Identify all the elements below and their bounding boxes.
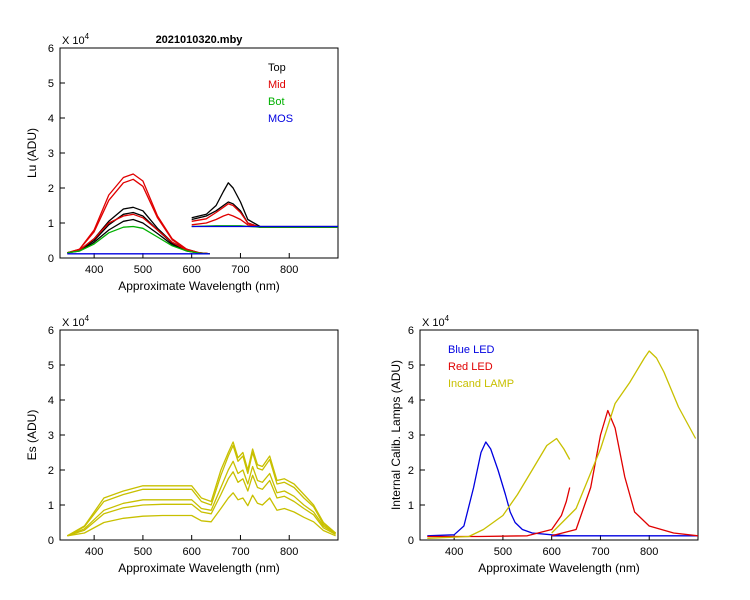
y-multiplier-base: X 10 — [62, 35, 85, 47]
y-tick-label: 1 — [48, 500, 54, 512]
y-tick-label: 3 — [48, 430, 54, 442]
series-line-top — [67, 211, 210, 255]
series-line-top — [191, 182, 338, 228]
y-tick-label: 6 — [408, 325, 414, 337]
x-tick-label: 400 — [85, 264, 103, 276]
y-tick-label: 5 — [48, 78, 54, 90]
y-tick-label: 1 — [48, 218, 54, 230]
x-tick-label: 400 — [85, 546, 103, 558]
series-line-es — [67, 460, 336, 537]
series-line-incand-lamp — [551, 350, 697, 534]
x-tick-label: 700 — [231, 546, 249, 558]
y-multiplier-exponent: 4 — [85, 32, 90, 41]
series-line-es — [66, 441, 337, 537]
y-multiplier: X 104 — [62, 314, 90, 329]
x-tick-label: 600 — [183, 546, 201, 558]
legend-entry: Mid — [268, 79, 286, 91]
series-line-mid — [67, 213, 210, 255]
series-line-red-led — [427, 487, 571, 538]
x-tick-label: 700 — [231, 264, 249, 276]
series-line-incand-lamp — [427, 437, 571, 539]
y-axis-label: Es (ADU) — [25, 410, 39, 461]
y-tick-label: 5 — [408, 360, 414, 372]
x-tick-label: 700 — [591, 546, 609, 558]
x-tick-label: 500 — [134, 264, 152, 276]
y-tick-label: 0 — [48, 535, 54, 547]
y-multiplier-exponent: 4 — [445, 314, 450, 323]
series-line-bot — [67, 225, 210, 255]
y-tick-label: 0 — [408, 535, 414, 547]
series-group — [66, 441, 337, 537]
x-axis-label: Approximate Wavelength (nm) — [478, 561, 640, 575]
series-line-blue-led — [427, 441, 570, 537]
y-tick-label: 3 — [408, 430, 414, 442]
series-line-es — [67, 492, 336, 537]
chart-title: 2021010320.mby — [156, 34, 244, 46]
y-tick-label: 2 — [408, 465, 414, 477]
y-axis-label: Internal Calib. Lamps (ADU) — [389, 360, 403, 510]
y-tick-label: 6 — [48, 325, 54, 337]
y-multiplier-base: X 10 — [62, 317, 85, 329]
plot-frame — [59, 329, 339, 541]
x-tick-label: 500 — [134, 546, 152, 558]
legend-entry: Blue LED — [448, 344, 495, 356]
legend-entry: Red LED — [448, 361, 493, 373]
x-tick-label: 800 — [280, 264, 298, 276]
x-tick-label: 800 — [280, 546, 298, 558]
x-tick-label: 600 — [543, 546, 561, 558]
x-tick-label: 400 — [445, 546, 463, 558]
series-line-es — [67, 471, 336, 537]
series-line-mid — [191, 203, 338, 228]
x-tick-label: 500 — [494, 546, 512, 558]
x-tick-label: 600 — [183, 264, 201, 276]
x-tick-label: 800 — [640, 546, 658, 558]
y-tick-label: 6 — [48, 43, 54, 55]
y-tick-label: 3 — [48, 148, 54, 160]
y-multiplier-base: X 10 — [422, 317, 445, 329]
y-multiplier-exponent: 4 — [85, 314, 90, 323]
legend-entry: MOS — [268, 113, 293, 125]
y-tick-label: 4 — [408, 395, 414, 407]
y-tick-label: 4 — [48, 395, 54, 407]
legend-entry: Bot — [268, 96, 285, 108]
series-line-red-led — [551, 409, 698, 537]
series-group — [427, 350, 698, 539]
x-axis-label: Approximate Wavelength (nm) — [118, 279, 280, 293]
y-multiplier: X 104 — [62, 32, 90, 47]
y-tick-label: 0 — [48, 253, 54, 265]
y-tick-label: 1 — [408, 500, 414, 512]
y-tick-label: 2 — [48, 465, 54, 477]
legend-entry: Top — [268, 62, 286, 74]
series-line-es — [66, 444, 336, 537]
y-axis-label: Lu (ADU) — [25, 128, 39, 178]
y-tick-label: 5 — [48, 360, 54, 372]
series-group — [67, 173, 338, 255]
y-tick-label: 2 — [48, 183, 54, 195]
legend-entry: Incand LAMP — [448, 378, 514, 390]
y-tick-label: 4 — [48, 113, 54, 125]
x-axis-label: Approximate Wavelength (nm) — [118, 561, 280, 575]
y-multiplier: X 104 — [422, 314, 450, 329]
